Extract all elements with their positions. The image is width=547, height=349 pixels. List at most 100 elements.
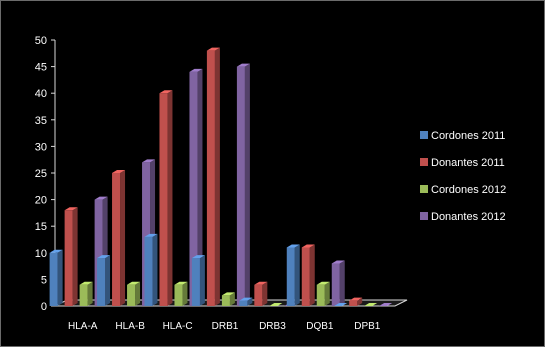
- x-category-label: DQB1: [306, 321, 334, 332]
- bar-donantes-2012-dqb1: [331, 260, 345, 306]
- bar-front: [206, 50, 215, 306]
- bar-side: [105, 255, 111, 306]
- bar-front: [112, 173, 121, 306]
- x-category-label: HLA-B: [115, 321, 145, 332]
- legend-swatch: [420, 158, 428, 166]
- legend-swatch: [420, 212, 428, 220]
- bar-donantes-2011-hla-c: [159, 90, 173, 306]
- bar-top: [64, 207, 78, 211]
- bar-front: [144, 236, 153, 306]
- bar-donantes-2011-hla-b: [112, 170, 126, 306]
- bar-side: [152, 233, 158, 306]
- bar-top: [159, 90, 173, 94]
- bar-front: [97, 258, 106, 306]
- bar-side: [197, 68, 203, 306]
- bar-side: [87, 281, 93, 306]
- bar-top: [97, 255, 111, 259]
- bar-donantes-2012-drb1: [236, 63, 250, 306]
- bar-top: [236, 63, 250, 67]
- bar-cordones-2012-dqb1: [316, 281, 330, 306]
- bar-side: [120, 170, 126, 306]
- bar-front: [49, 252, 58, 306]
- bar-side: [339, 260, 345, 306]
- bar-side: [357, 297, 363, 306]
- bar-top: [142, 159, 156, 163]
- bar-cordones-2012-dpb1: [364, 303, 378, 306]
- bar-donantes-2011-hla-a: [64, 207, 78, 306]
- bar-donantes-2011-dpb1: [349, 297, 363, 306]
- bar-side: [244, 63, 250, 306]
- bar-top: [127, 281, 141, 285]
- bar-cordones-2012-hla-c: [174, 281, 188, 306]
- bar-top: [331, 260, 345, 264]
- bar-top: [49, 249, 63, 253]
- y-tick-label: 15: [35, 221, 47, 233]
- bar-donantes-2012-dpb1: [379, 303, 393, 306]
- x-category-label: DRB3: [259, 321, 286, 332]
- bar-front: [189, 71, 198, 306]
- bar-side: [167, 90, 173, 306]
- bar-front: [349, 300, 358, 306]
- bar-cordones-2011-dpb1: [334, 303, 348, 306]
- bar-top: [364, 303, 378, 306]
- tick-labels: 0 5 10 15 20 25 30 35 40 45 50 HLA-A HLA-B HLA-C DRB1 D…: [35, 35, 381, 332]
- bar-side: [57, 249, 63, 306]
- bar-front: [254, 284, 263, 306]
- y-tick-label: 45: [35, 62, 47, 74]
- bar-front: [316, 284, 325, 306]
- bar-top: [189, 68, 203, 72]
- bar-front: [331, 263, 340, 306]
- bar-side: [182, 281, 188, 306]
- bar-donantes-2011-drb3: [254, 281, 268, 306]
- bar-top: [349, 297, 363, 301]
- bar-cordones-2011-drb3: [239, 297, 253, 306]
- bar-front: [174, 284, 183, 306]
- x-category-label: HLA-C: [163, 321, 193, 332]
- legend-label: Cordones 2011: [431, 130, 505, 142]
- bar-top: [79, 281, 93, 285]
- bar-top: [334, 303, 348, 306]
- y-tick-label: 5: [41, 274, 47, 286]
- bar-top: [191, 255, 205, 259]
- bar-top: [316, 281, 330, 285]
- legend-swatch: [420, 185, 428, 193]
- bars: [49, 47, 393, 306]
- bar-top: [254, 281, 268, 285]
- bar-donantes-2012-hla-c: [189, 68, 203, 306]
- bar-top: [94, 196, 108, 200]
- bar-cordones-2011-drb1: [191, 255, 205, 306]
- y-tick-label: 30: [35, 141, 47, 153]
- bar-front: [79, 284, 88, 306]
- bar-front: [142, 162, 151, 306]
- bar-front: [64, 210, 73, 306]
- bar-side: [135, 281, 141, 306]
- bar-side: [229, 292, 235, 306]
- bar-cordones-2011-dqb1: [286, 244, 300, 306]
- bar-front: [159, 93, 168, 306]
- y-tick-label: 20: [35, 195, 47, 207]
- bar-front: [127, 284, 136, 306]
- bar-top: [174, 281, 188, 285]
- bar-donantes-2011-dqb1: [301, 244, 315, 306]
- bar-top: [144, 233, 158, 237]
- bar-front: [286, 247, 295, 306]
- bar-side: [247, 297, 253, 306]
- bar-top: [221, 292, 235, 296]
- bar-side: [324, 281, 330, 306]
- bar-top: [239, 297, 253, 301]
- y-tick-label: 40: [35, 88, 47, 100]
- bar-top: [379, 303, 393, 306]
- bar-cordones-2011-hla-c: [144, 233, 158, 306]
- bar-side: [72, 207, 78, 306]
- bar-front: [191, 258, 200, 306]
- bar-side: [294, 244, 300, 306]
- bar-cordones-2012-drb3: [269, 303, 283, 306]
- bar-front: [94, 199, 103, 306]
- bar-top: [206, 47, 220, 51]
- bar-side: [262, 281, 268, 306]
- bar-front: [221, 295, 230, 306]
- bar-cordones-2012-hla-a: [79, 281, 93, 306]
- legend-item-cordones-2011: Cordones 2011: [420, 130, 505, 142]
- y-tick-label: 50: [35, 35, 47, 47]
